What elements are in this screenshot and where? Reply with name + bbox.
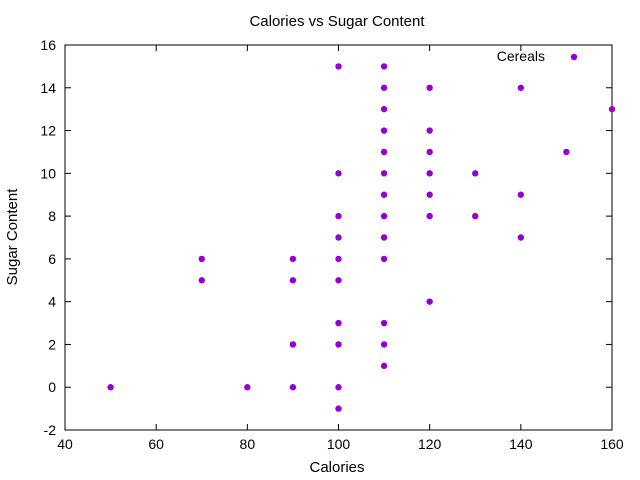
data-point xyxy=(244,384,251,391)
data-point xyxy=(380,170,388,177)
data-point xyxy=(335,319,342,327)
data-point xyxy=(380,234,388,241)
data-point xyxy=(426,212,433,220)
data-point xyxy=(380,341,388,348)
y-tick-label: 4 xyxy=(48,294,56,310)
data-point xyxy=(380,148,388,156)
data-point xyxy=(517,191,525,198)
data-point xyxy=(335,384,342,391)
data-point xyxy=(563,148,570,156)
x-tick-label: 40 xyxy=(57,436,73,452)
y-tick-label: -2 xyxy=(44,422,57,438)
legend: Cereals xyxy=(497,48,578,64)
x-tick-label: 120 xyxy=(418,436,442,452)
data-point xyxy=(289,277,297,284)
data-point xyxy=(380,191,388,198)
data-point xyxy=(472,170,479,177)
legend-marker xyxy=(570,53,578,61)
x-tick-label: 100 xyxy=(327,436,351,452)
x-tick-label: 60 xyxy=(148,436,164,452)
y-tick-label: 12 xyxy=(40,123,56,139)
y-tick-label: 8 xyxy=(48,208,56,224)
data-point xyxy=(517,234,525,241)
data-point xyxy=(380,63,388,70)
data-point xyxy=(107,384,114,391)
data-point xyxy=(198,277,205,284)
axis-ticks: 40 60 80 100 120 140 160 -2 0 2 4 6 8 10 12 14 16 xyxy=(40,37,623,452)
y-tick-label: 2 xyxy=(48,336,56,352)
data-point xyxy=(608,105,616,113)
data-point xyxy=(335,341,342,348)
data-point xyxy=(426,170,433,177)
y-tick-label: 6 xyxy=(48,251,56,267)
x-tick-label: 80 xyxy=(240,436,256,452)
data-point xyxy=(472,212,479,220)
data-point xyxy=(380,255,388,263)
data-point xyxy=(426,191,433,198)
data-point xyxy=(335,277,342,284)
y-axis-title: Sugar Content xyxy=(4,188,21,286)
data-point xyxy=(426,298,433,305)
x-tick-label: 160 xyxy=(600,436,624,452)
data-point xyxy=(335,170,342,177)
data-point xyxy=(335,405,342,412)
x-axis-title: Calories xyxy=(309,459,364,476)
chart-title: Calories vs Sugar Content xyxy=(249,13,425,30)
data-point xyxy=(380,212,388,220)
data-point xyxy=(380,127,388,134)
data-point xyxy=(335,234,342,241)
data-point xyxy=(380,105,388,113)
data-point xyxy=(289,384,297,391)
data-point xyxy=(426,148,433,156)
data-point xyxy=(380,319,388,327)
data-point xyxy=(335,212,342,220)
data-point xyxy=(380,362,388,370)
legend-label: Cereals xyxy=(497,48,545,64)
y-tick-label: 14 xyxy=(40,80,56,96)
data-point xyxy=(426,127,433,134)
data-point xyxy=(426,84,433,91)
data-point xyxy=(335,63,342,70)
data-point xyxy=(198,255,205,263)
data-point xyxy=(517,84,525,91)
y-tick-label: 10 xyxy=(40,165,56,181)
data-point xyxy=(335,255,342,263)
data-points xyxy=(107,63,616,412)
data-point xyxy=(380,84,388,91)
data-point xyxy=(289,341,297,348)
y-tick-label: 0 xyxy=(48,379,56,395)
y-tick-label: 16 xyxy=(40,37,56,53)
data-point xyxy=(289,255,297,263)
x-tick-label: 140 xyxy=(509,436,533,452)
